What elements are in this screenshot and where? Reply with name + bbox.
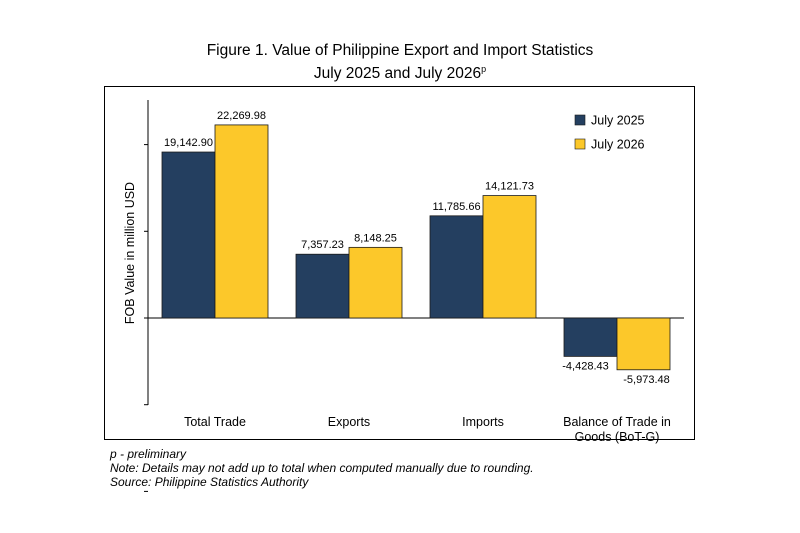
category-label: Total Trade [184, 415, 246, 429]
data-label: 22,269.98 [217, 110, 266, 122]
data-label: 8,148.25 [354, 232, 397, 244]
category-label: Imports [462, 415, 504, 429]
bar-july-2026 [616, 317, 671, 371]
preliminary-marker: p [481, 64, 487, 74]
bar-july-2026 [482, 195, 537, 319]
bar-july-2025 [429, 215, 484, 319]
bar-july-2026 [348, 246, 403, 319]
footnote-source: Source: Philippine Statistics Authority [110, 475, 309, 489]
bar-july-2025 [563, 317, 618, 357]
legend-label-july-2026: July 2026 [591, 138, 645, 152]
legend-label-july-2025: July 2025 [591, 114, 645, 128]
data-label: 7,357.23 [301, 239, 344, 251]
legend-swatch-july-2026 [574, 138, 586, 150]
bar-july-2025 [295, 253, 350, 319]
data-label: -4,428.43 [562, 360, 608, 372]
footnote-note: Note: Details may not add up to total wh… [110, 461, 534, 475]
bar-july-2026 [214, 124, 269, 319]
data-label: 19,142.90 [164, 137, 213, 149]
chart-title-line2: July 2025 and July 2026p [0, 60, 800, 83]
footnote-preliminary: p - preliminary [110, 447, 187, 461]
chart-title-line1: Figure 1. Value of Philippine Export and… [206, 42, 594, 59]
category-label: Goods (BoT-G) [575, 430, 660, 444]
legend-swatch-july-2025 [574, 114, 586, 126]
category-label: Exports [328, 415, 370, 429]
data-label: 14,121.73 [485, 181, 534, 193]
category-label: Balance of Trade in [563, 415, 671, 429]
data-label: -5,973.48 [623, 374, 669, 386]
bar-july-2025 [161, 151, 216, 319]
y-axis-label: FOB Value in million USD [123, 182, 137, 324]
chart-subtitle: July 2025 and July 2026 [313, 65, 482, 82]
data-label: 11,785.66 [432, 201, 480, 213]
chart-frame [104, 86, 695, 440]
